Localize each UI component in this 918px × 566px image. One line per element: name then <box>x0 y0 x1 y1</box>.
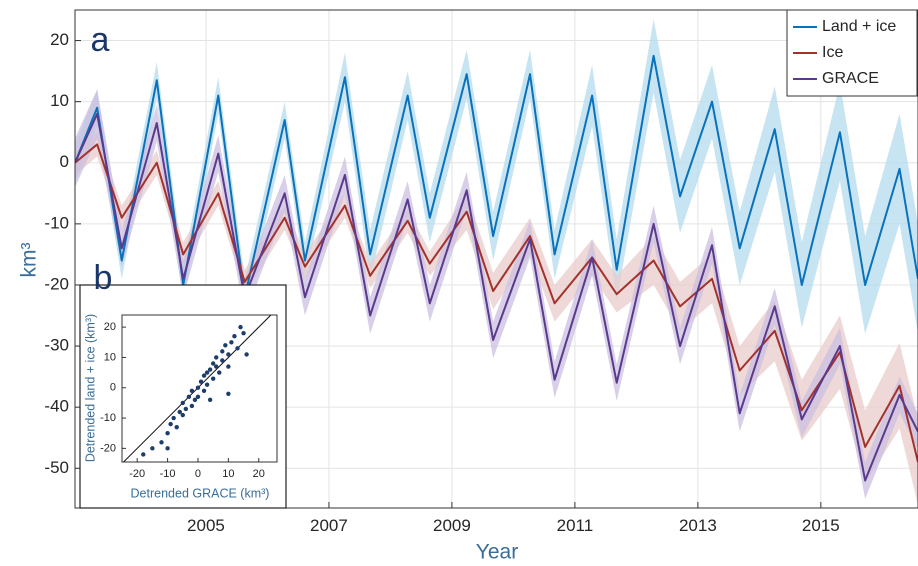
scatter-point <box>141 452 146 457</box>
scatter-point <box>238 324 243 330</box>
y-tick-label: -10 <box>44 213 69 232</box>
x-tick-label: 2009 <box>433 516 471 535</box>
uncertainty-band <box>75 132 918 505</box>
uncertainty-band <box>75 89 918 499</box>
scatter-point <box>177 409 182 415</box>
scatter-point <box>180 412 185 418</box>
y-tick-label: 20 <box>50 30 69 49</box>
x-axis-title: Detrended GRACE (km³) <box>131 486 270 500</box>
y-tick-label: 10 <box>104 351 116 363</box>
scatter-point <box>207 367 213 372</box>
panel-label: a <box>91 21 110 59</box>
axes-frame <box>121 314 278 463</box>
x-tick-label: -20 <box>129 468 145 480</box>
scatter-point <box>204 382 210 387</box>
scatter-point <box>189 388 195 393</box>
scatter-point <box>217 370 222 375</box>
series-line <box>75 112 918 482</box>
x-tick-label: 2015 <box>802 516 840 535</box>
y-axis-title: km³ <box>18 243 41 278</box>
scatter-point <box>210 376 216 381</box>
scatter-point <box>207 397 213 403</box>
y-tick-label: 0 <box>60 152 69 171</box>
x-tick-label: 10 <box>222 468 234 480</box>
series-line <box>75 54 918 299</box>
scatter-point <box>226 391 231 397</box>
legend-label: Land + ice <box>822 18 896 35</box>
inset-background <box>79 284 287 509</box>
y-tick-label: 0 <box>110 382 116 394</box>
scatter-point <box>204 370 210 375</box>
scatter-point <box>223 343 228 348</box>
y-tick-label: -30 <box>44 336 69 355</box>
scatter-point <box>168 421 173 427</box>
axes-frame <box>74 9 918 509</box>
x-tick-label: 2007 <box>310 516 348 535</box>
scatter-point <box>214 355 219 360</box>
y-tick-label: -20 <box>100 442 116 454</box>
legend-label: GRACE <box>822 70 879 87</box>
scatter-point <box>232 334 237 339</box>
y-tick-label: -50 <box>44 458 69 477</box>
scatter-point <box>171 415 176 421</box>
scatter-point <box>150 446 155 451</box>
plot-lines <box>75 19 918 505</box>
scatter-point <box>174 424 179 430</box>
scatter-point <box>183 406 189 412</box>
scatter-point <box>241 330 246 336</box>
scatter-point <box>226 364 231 369</box>
scatter-point <box>195 385 201 390</box>
scatter-point <box>210 361 216 366</box>
inset-panel: -20 -10 0 10 20 -20 -10 0 10 20 Detrended GRACE (k… <box>79 259 287 509</box>
scatter-point <box>192 397 198 403</box>
scatter-point <box>220 349 225 354</box>
scatter-point <box>165 446 170 451</box>
x-tick-label: 0 <box>195 468 201 480</box>
scatter-point <box>235 346 240 351</box>
scatter-point <box>220 358 225 363</box>
x-tick-label: -10 <box>160 468 176 480</box>
uncertainty-band <box>75 19 918 334</box>
y-tick-label: 10 <box>50 91 69 110</box>
scatter-point <box>186 394 192 400</box>
scatter-point <box>159 440 164 445</box>
y-axis-title: Detrended land + ice (km³) <box>83 314 97 462</box>
legend-label: Ice <box>822 44 843 61</box>
scatter-point <box>195 394 201 400</box>
y-tick-label: -10 <box>100 412 116 424</box>
x-tick-label: 20 <box>253 468 265 480</box>
scatter-point <box>180 400 185 406</box>
x-tick-label: 2011 <box>557 516 594 535</box>
panel-label: b <box>94 259 113 297</box>
scatter-point <box>201 388 207 393</box>
scatter-point <box>198 379 204 384</box>
scatter-point <box>229 340 234 345</box>
x-axis-title: Year <box>476 541 518 564</box>
y-tick-label: -20 <box>44 274 69 293</box>
scatter-point <box>189 403 195 409</box>
y-tick-label: -40 <box>44 397 69 416</box>
scatter-point <box>201 373 207 378</box>
scatter-point <box>214 364 219 369</box>
scatter-point <box>244 352 249 357</box>
y-tick-label: 20 <box>104 321 116 333</box>
scatter-point <box>226 352 231 357</box>
x-tick-label: 2005 <box>187 516 225 535</box>
scatter-point <box>165 431 170 436</box>
series-line <box>75 143 918 463</box>
x-tick-label: 2013 <box>679 516 717 535</box>
